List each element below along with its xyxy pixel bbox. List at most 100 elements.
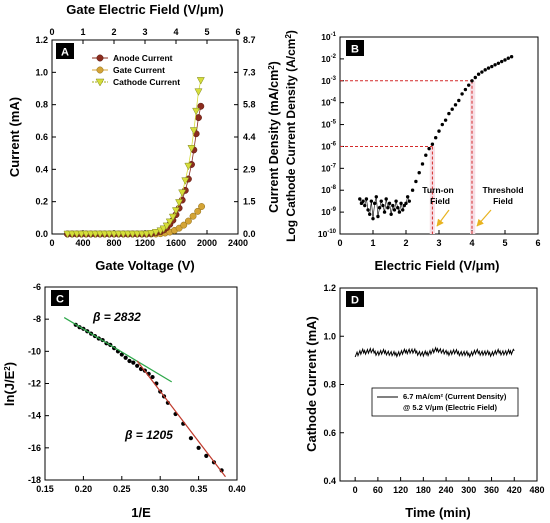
a-cathode-point	[196, 77, 205, 85]
a-cathode-point	[187, 145, 196, 153]
c-ytick-label: -14	[28, 411, 41, 421]
b-point	[389, 212, 393, 216]
b-ytick-label: 10-3	[321, 76, 336, 86]
annotation-threshold-line1: Threshold	[482, 185, 523, 195]
c-xtick-label: 0.15	[36, 484, 54, 494]
a-top-xtick-label: 5	[204, 27, 209, 37]
b-xtick-label: 5	[502, 238, 507, 248]
c-point	[219, 468, 224, 473]
b-point	[463, 87, 468, 92]
b-point	[430, 142, 435, 146]
b-ytick-label: 10-4	[321, 98, 336, 108]
d-series-line	[354, 346, 515, 359]
b-point	[366, 208, 370, 212]
d-xtick-label: 480	[529, 485, 544, 495]
panel-d-ylabel: Cathode Current (mA)	[304, 316, 319, 452]
b-point	[440, 122, 444, 127]
b-point	[374, 195, 378, 199]
a-xtick-label: 1200	[135, 238, 155, 248]
c-ytick-label: -8	[33, 314, 41, 324]
c-point	[196, 445, 201, 450]
a-gate-point	[180, 221, 188, 229]
a-right-ytick-label: 8.7	[243, 35, 256, 45]
b-point	[414, 179, 418, 184]
c-point	[204, 453, 209, 458]
panel-c-plot-frame	[44, 286, 238, 481]
a-cathode-point	[165, 218, 174, 226]
b-point	[361, 199, 365, 203]
b-point	[467, 83, 471, 87]
panel-d-marks	[354, 346, 515, 359]
a-ytick-label: 0.4	[35, 164, 48, 174]
annotation-threshold-line2: Field	[493, 196, 513, 206]
b-point	[476, 72, 481, 76]
b-point	[500, 59, 504, 64]
panel-a-right-ylabel: Current Density (mA/cm2)	[267, 61, 281, 213]
b-ytick-label: 10-1	[321, 32, 336, 42]
a-gate-point	[189, 212, 197, 220]
d-ytick-label: 0.4	[323, 476, 336, 486]
b-ytick-label: 10-10	[318, 229, 337, 239]
panel-b-shading	[429, 80, 476, 235]
b-ytick-label: 10-2	[321, 54, 336, 64]
b-point	[437, 129, 441, 133]
legend-anode-label: Anode Current	[113, 53, 173, 63]
d-xtick-label: 360	[484, 485, 499, 495]
d-ytick-label: 0.6	[323, 428, 336, 438]
c-ytick-label: -16	[28, 443, 41, 453]
a-cathode-point	[184, 162, 193, 171]
panel-b: 0 1 2 3 4 5 6 10-10 10-9 10-8 10-7 10-6 10-5 10-4 10-3…	[284, 30, 541, 273]
panel-a-marks	[63, 77, 206, 239]
b-point	[372, 201, 377, 206]
a-right-ytick-label: 1.5	[243, 197, 256, 207]
panel-a-top-xlabel: Gate Electric Field (V/μm)	[66, 2, 224, 17]
b-turnon-band	[429, 146, 436, 234]
a-cathode-point	[168, 213, 177, 222]
b-ytick-label: 10-7	[321, 163, 336, 173]
b-ytick-label: 10-8	[321, 185, 336, 195]
a-top-xtick-label: 2	[111, 27, 116, 37]
a-cathode-point	[181, 177, 190, 185]
c-fit-line-1205	[136, 360, 226, 478]
panel-c-ticks: 0.15 0.20 0.25 0.30 0.35 0.40 -6 -8 -10 -12 -14 -16…	[28, 282, 246, 494]
a-cathode-point	[147, 230, 156, 238]
panel-c-xlabel: 1/E	[131, 505, 151, 520]
b-ytick-label: 10-6	[321, 141, 336, 151]
a-ytick-label: 0.6	[35, 132, 48, 142]
c-ytick-label: -18	[28, 475, 41, 485]
b-point	[369, 199, 374, 203]
b-point	[363, 203, 367, 208]
legend-gate-label: Gate Current	[113, 65, 165, 75]
a-ytick-label: 0.8	[35, 100, 48, 110]
d-xtick-label: 240	[439, 485, 454, 495]
arrow-turnon	[436, 209, 450, 227]
b-point	[399, 201, 403, 206]
b-point	[371, 216, 375, 221]
b-point	[473, 75, 477, 80]
annotation-turnon-line2: Field	[430, 196, 450, 206]
arrow-threshold	[476, 209, 492, 227]
legend-anode-marker	[96, 54, 104, 62]
a-cathode-point	[162, 222, 171, 231]
a-right-ytick-label: 5.8	[243, 100, 256, 110]
b-point	[460, 92, 464, 96]
c-point	[150, 374, 155, 380]
b-point	[420, 162, 425, 166]
b-point	[509, 55, 514, 59]
a-gate-point	[198, 203, 206, 210]
a-cathode-point	[175, 199, 184, 207]
legend-cathode-marker	[95, 78, 105, 87]
b-point	[376, 214, 380, 219]
c-point	[188, 436, 194, 441]
a-gate-point	[184, 217, 192, 225]
a-top-xtick-label: 6	[235, 27, 240, 37]
b-point	[381, 203, 385, 208]
b-point	[470, 79, 474, 83]
a-xtick-label: 1600	[166, 238, 186, 248]
c-point	[131, 360, 136, 365]
a-right-ytick-label: 0.0	[243, 229, 256, 239]
b-point	[493, 63, 497, 67]
b-point	[405, 195, 410, 199]
a-ytick-label: 0.2	[35, 197, 48, 207]
b-point	[457, 98, 461, 103]
